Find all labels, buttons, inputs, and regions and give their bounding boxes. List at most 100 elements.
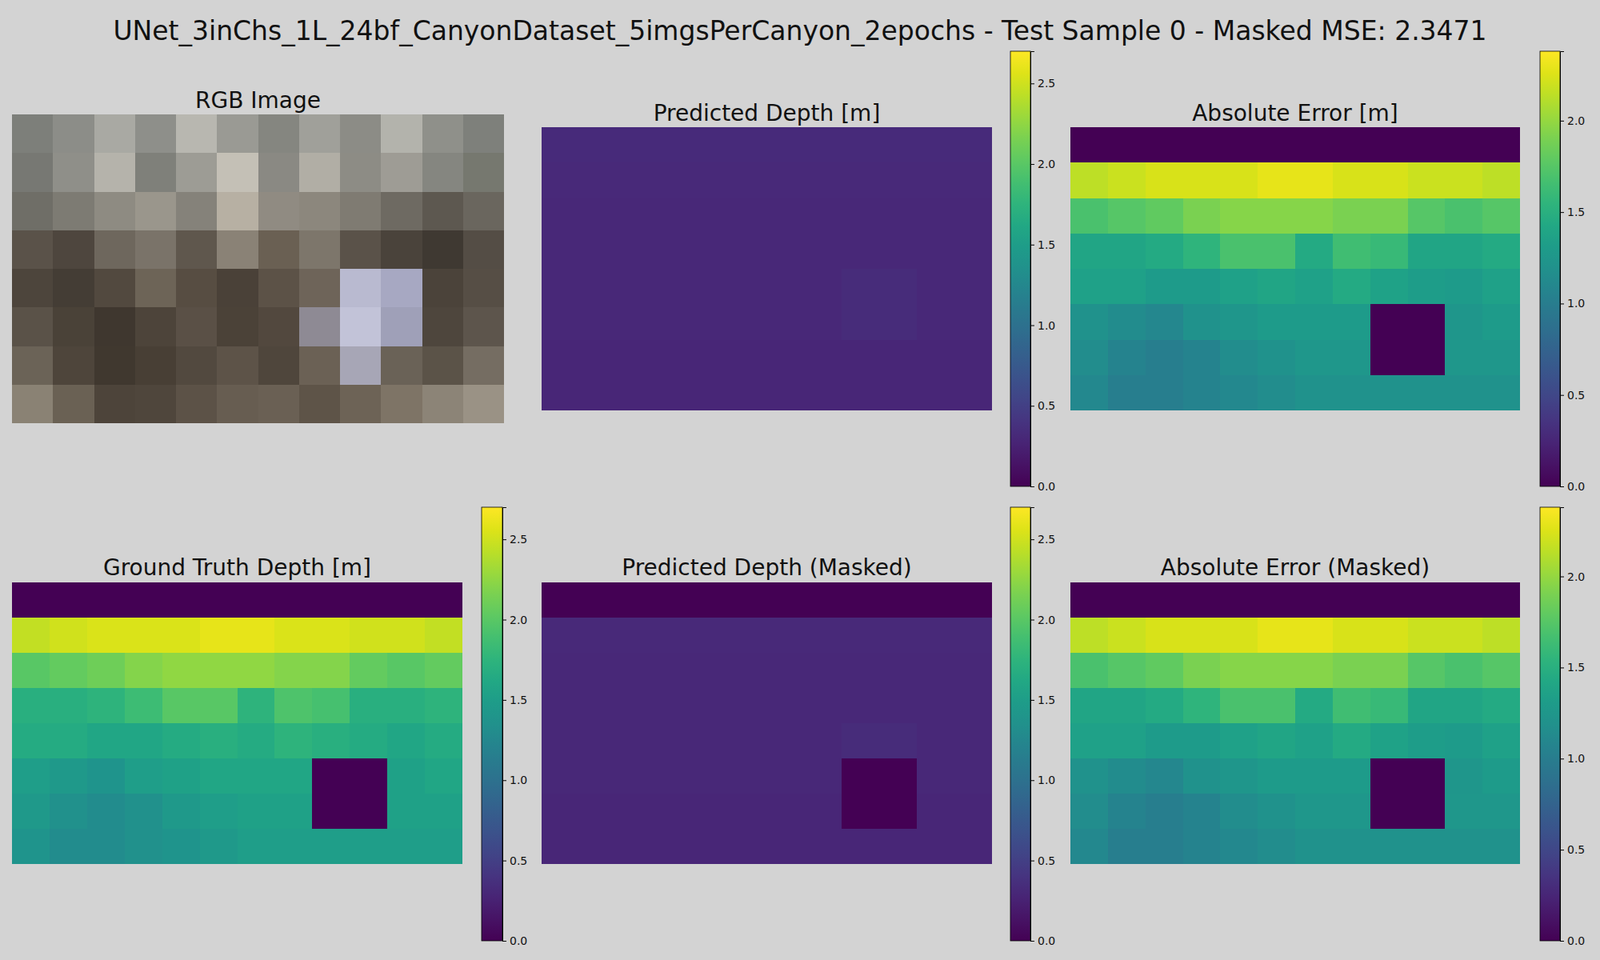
cell [87, 723, 126, 760]
cell [654, 793, 693, 830]
pixel [52, 230, 95, 270]
cell [1408, 688, 1446, 724]
cell [49, 652, 88, 689]
pixel [463, 268, 504, 308]
cell [1220, 340, 1258, 376]
cell [1295, 198, 1333, 235]
cell [1183, 758, 1221, 795]
cell [767, 582, 806, 619]
cell [579, 127, 618, 164]
cell [274, 652, 313, 689]
pixel [299, 346, 341, 386]
cell [954, 758, 992, 795]
cell [841, 304, 880, 340]
cell [1370, 758, 1408, 795]
cell [916, 375, 956, 411]
heatmap-cells [12, 582, 463, 864]
cell [1408, 162, 1446, 199]
cell [729, 758, 768, 795]
cell [1482, 758, 1520, 795]
cell [616, 793, 656, 830]
colorbar-gradient [1010, 51, 1031, 487]
cell [1295, 162, 1333, 199]
cell [1183, 723, 1221, 760]
cell [916, 828, 956, 864]
cell [916, 617, 956, 654]
cell [541, 723, 580, 760]
pixel [52, 346, 95, 386]
cell [916, 688, 956, 724]
cell [1370, 723, 1408, 760]
cell [1444, 793, 1483, 830]
pixel [176, 384, 218, 424]
cell [616, 828, 656, 864]
pixel [463, 307, 504, 347]
cell [1444, 828, 1483, 864]
pixel [216, 152, 259, 192]
cell [692, 582, 731, 619]
cell [767, 304, 806, 340]
cell [237, 793, 276, 830]
colorbar-axis: 0.00.51.01.52.02.5 [1030, 52, 1056, 493]
cell [654, 198, 693, 235]
cell [541, 198, 580, 235]
cell [1108, 127, 1146, 164]
cell [879, 375, 918, 411]
cell [274, 758, 313, 795]
cell [12, 652, 51, 689]
cell [1220, 582, 1258, 619]
cell [1145, 688, 1184, 724]
tick-mark [502, 620, 507, 621]
cell [916, 793, 956, 830]
cell [1257, 828, 1296, 864]
pixel [94, 152, 136, 192]
background [0, 0, 1600, 960]
cell [1332, 617, 1371, 654]
cell [579, 233, 618, 270]
cell [541, 652, 580, 689]
cell [349, 828, 388, 864]
pixel [463, 114, 504, 154]
tick: 0.5 [1560, 388, 1585, 402]
pixel [258, 268, 300, 308]
pixel [176, 346, 218, 386]
cell [1370, 127, 1408, 164]
cell [767, 793, 806, 830]
cell [1183, 340, 1221, 376]
cell [387, 723, 426, 760]
cell [1183, 127, 1221, 164]
tick: 2.0 [1560, 570, 1585, 584]
pixel [380, 192, 423, 232]
cell [237, 758, 276, 795]
cell [1332, 127, 1371, 164]
cell [692, 198, 731, 235]
cell [1220, 304, 1258, 340]
cell [654, 617, 693, 654]
cell [879, 233, 918, 270]
pixel [135, 152, 177, 192]
cell [692, 340, 731, 376]
tick-mark [1560, 758, 1564, 760]
cell [1220, 127, 1258, 164]
cell [841, 723, 880, 760]
tick: 1.5 [1030, 238, 1056, 252]
cell [1145, 198, 1184, 235]
cell [162, 652, 201, 689]
cell [616, 127, 656, 164]
cell [1145, 304, 1184, 340]
cell [1108, 688, 1146, 724]
cell [804, 375, 843, 411]
cell [729, 375, 768, 411]
cell [841, 375, 880, 411]
cell [312, 617, 351, 654]
panel: RGB Image [12, 87, 505, 424]
cell [1444, 268, 1483, 305]
pixel [422, 268, 464, 308]
cell [1444, 582, 1483, 619]
cell [1332, 340, 1371, 376]
pixel [258, 192, 300, 232]
cell [1370, 375, 1408, 411]
colorbar-axis: 0.00.51.01.52.0 [1560, 52, 1585, 493]
cell [349, 652, 388, 689]
tick-mark [1560, 303, 1564, 304]
